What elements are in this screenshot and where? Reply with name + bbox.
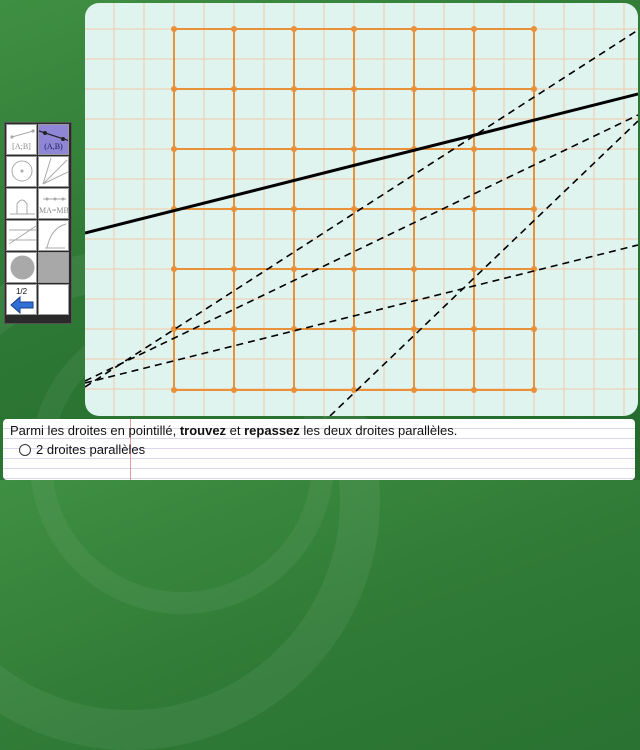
instruction-bold2: repassez — [244, 423, 300, 438]
perpendicular-lines-icon — [42, 157, 68, 185]
instruction-panel: Parmi les droites en pointillé, trouvez … — [3, 419, 635, 480]
equidistant-tool-label: MA=MB — [39, 206, 69, 215]
circle-tool[interactable] — [6, 156, 37, 187]
back-arrow-icon — [10, 295, 34, 314]
dashed-line-b[interactable] — [85, 114, 638, 382]
instruction-bold1: trouvez — [179, 423, 227, 438]
compass-arc-icon — [10, 199, 35, 215]
solid-line[interactable] — [85, 92, 638, 235]
segment-tool-label: [A;B] — [12, 142, 31, 151]
equidistant-icon — [43, 197, 66, 201]
dashed-line-a[interactable] — [85, 29, 638, 388]
parallel-tool[interactable] — [6, 220, 37, 251]
page-indicator: 1/2 — [15, 287, 28, 296]
instruction-text: Parmi les droites en pointillé, trouvez … — [10, 423, 457, 438]
answer-option-label: 2 droites parallèles — [36, 442, 146, 457]
segment-icon — [10, 129, 35, 139]
instruction-part1: Parmi les droites en pointillé, — [10, 423, 180, 438]
fill-circle-tool[interactable] — [6, 252, 37, 283]
line-tool-label: (A,B) — [44, 142, 63, 151]
line-icon — [39, 130, 68, 141]
fill-square-tool[interactable] — [38, 252, 69, 283]
dashed-line-c[interactable] — [85, 244, 638, 384]
segment-tool[interactable]: [A;B] — [6, 124, 37, 155]
instruction-part2: et — [226, 423, 245, 438]
toolbox-panel: [A;B] (A,B) MA=MB — [4, 122, 72, 324]
line-tool[interactable]: (A,B) — [38, 124, 69, 155]
gray-circle-icon — [10, 255, 35, 280]
parallel-lines-icon — [8, 225, 36, 245]
back-button[interactable]: 1/2 — [6, 284, 37, 315]
drawing-canvas[interactable] — [85, 3, 638, 416]
instruction-part3: les deux droites parallèles. — [299, 423, 458, 438]
orange-grid — [171, 26, 537, 393]
measure-tool[interactable] — [6, 188, 37, 219]
equidistant-tool[interactable]: MA=MB — [38, 188, 69, 219]
answer-radio[interactable] — [19, 443, 31, 456]
geometry-canvas-svg[interactable] — [85, 3, 638, 416]
perpendicular-tool[interactable] — [38, 156, 69, 187]
arc-tool[interactable] — [38, 220, 69, 251]
gray-square-icon — [39, 252, 68, 283]
circle-compass-icon — [11, 160, 33, 182]
empty-tool-slot — [38, 284, 69, 315]
arc-icon — [45, 223, 67, 249]
notebook-margin-line — [130, 419, 131, 480]
answer-option[interactable]: 2 droites parallèles — [19, 442, 145, 457]
